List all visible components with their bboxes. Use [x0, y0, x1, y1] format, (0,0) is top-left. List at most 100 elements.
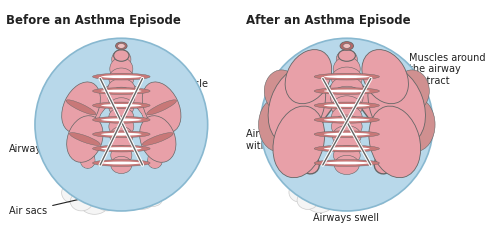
- Ellipse shape: [369, 190, 386, 205]
- Ellipse shape: [273, 106, 324, 178]
- Ellipse shape: [340, 42, 353, 50]
- Ellipse shape: [330, 182, 351, 202]
- Ellipse shape: [332, 126, 361, 147]
- Ellipse shape: [118, 43, 125, 48]
- Ellipse shape: [395, 70, 430, 112]
- Ellipse shape: [362, 50, 408, 104]
- Ellipse shape: [334, 57, 360, 82]
- Ellipse shape: [109, 98, 134, 117]
- Ellipse shape: [314, 116, 380, 123]
- Ellipse shape: [324, 147, 370, 150]
- Ellipse shape: [396, 98, 435, 152]
- Ellipse shape: [66, 116, 103, 162]
- Ellipse shape: [338, 50, 355, 61]
- Text: Airways swell: Airways swell: [313, 199, 379, 223]
- Text: Before an Asthma Episode: Before an Asthma Episode: [6, 14, 181, 27]
- Ellipse shape: [110, 58, 133, 80]
- Ellipse shape: [116, 42, 127, 50]
- Ellipse shape: [109, 116, 134, 137]
- Ellipse shape: [101, 133, 141, 136]
- Ellipse shape: [376, 183, 394, 199]
- Ellipse shape: [314, 102, 380, 109]
- Ellipse shape: [90, 185, 116, 207]
- Ellipse shape: [316, 185, 340, 206]
- Ellipse shape: [264, 70, 299, 112]
- Ellipse shape: [139, 185, 160, 204]
- Circle shape: [260, 38, 433, 211]
- Ellipse shape: [369, 106, 420, 178]
- Ellipse shape: [142, 82, 181, 133]
- Ellipse shape: [122, 191, 141, 207]
- Ellipse shape: [92, 116, 150, 123]
- Ellipse shape: [324, 133, 370, 136]
- Ellipse shape: [110, 136, 133, 155]
- Ellipse shape: [80, 192, 109, 214]
- Ellipse shape: [66, 100, 96, 115]
- Ellipse shape: [110, 127, 133, 146]
- Ellipse shape: [140, 116, 176, 162]
- Ellipse shape: [324, 75, 370, 78]
- Ellipse shape: [351, 185, 372, 202]
- Ellipse shape: [356, 190, 380, 208]
- Ellipse shape: [353, 173, 382, 195]
- Ellipse shape: [118, 176, 141, 196]
- Ellipse shape: [101, 104, 141, 107]
- Ellipse shape: [101, 75, 141, 78]
- Ellipse shape: [92, 131, 150, 138]
- Ellipse shape: [114, 50, 129, 61]
- Ellipse shape: [364, 185, 384, 202]
- Text: Muscle: Muscle: [145, 79, 208, 95]
- Ellipse shape: [306, 191, 334, 213]
- Ellipse shape: [92, 88, 150, 94]
- Ellipse shape: [330, 86, 363, 109]
- Ellipse shape: [144, 176, 167, 196]
- Ellipse shape: [349, 190, 366, 205]
- Ellipse shape: [92, 145, 150, 152]
- Ellipse shape: [336, 50, 357, 69]
- Ellipse shape: [292, 174, 318, 197]
- Ellipse shape: [324, 104, 370, 107]
- Ellipse shape: [108, 87, 135, 108]
- Ellipse shape: [115, 183, 134, 200]
- Ellipse shape: [92, 102, 150, 109]
- Ellipse shape: [314, 160, 380, 166]
- Ellipse shape: [300, 185, 324, 206]
- Ellipse shape: [151, 183, 170, 200]
- Ellipse shape: [332, 105, 362, 128]
- Ellipse shape: [142, 133, 173, 146]
- Ellipse shape: [109, 68, 134, 89]
- Ellipse shape: [368, 67, 426, 144]
- Ellipse shape: [109, 107, 134, 127]
- Ellipse shape: [314, 73, 380, 80]
- Ellipse shape: [324, 90, 370, 92]
- Ellipse shape: [62, 82, 100, 133]
- Ellipse shape: [92, 160, 150, 166]
- Ellipse shape: [126, 172, 158, 196]
- Text: Airway: Airway: [9, 144, 80, 154]
- Ellipse shape: [96, 192, 118, 211]
- Text: Air sacs: Air sacs: [9, 192, 109, 216]
- Ellipse shape: [101, 147, 141, 150]
- Ellipse shape: [322, 174, 347, 197]
- Ellipse shape: [96, 174, 124, 198]
- Ellipse shape: [334, 155, 359, 174]
- Ellipse shape: [343, 43, 350, 48]
- Ellipse shape: [332, 115, 362, 138]
- Ellipse shape: [324, 161, 370, 164]
- Ellipse shape: [332, 135, 361, 156]
- Ellipse shape: [70, 133, 100, 146]
- Ellipse shape: [130, 191, 154, 209]
- Ellipse shape: [65, 174, 92, 198]
- Ellipse shape: [92, 73, 150, 80]
- Ellipse shape: [124, 185, 146, 204]
- Ellipse shape: [330, 77, 363, 100]
- Ellipse shape: [332, 96, 362, 119]
- Ellipse shape: [314, 88, 380, 94]
- Ellipse shape: [76, 169, 114, 199]
- Ellipse shape: [147, 100, 176, 115]
- Ellipse shape: [112, 50, 131, 69]
- Circle shape: [35, 38, 208, 211]
- Ellipse shape: [342, 183, 360, 199]
- Ellipse shape: [111, 156, 132, 173]
- Ellipse shape: [144, 191, 163, 207]
